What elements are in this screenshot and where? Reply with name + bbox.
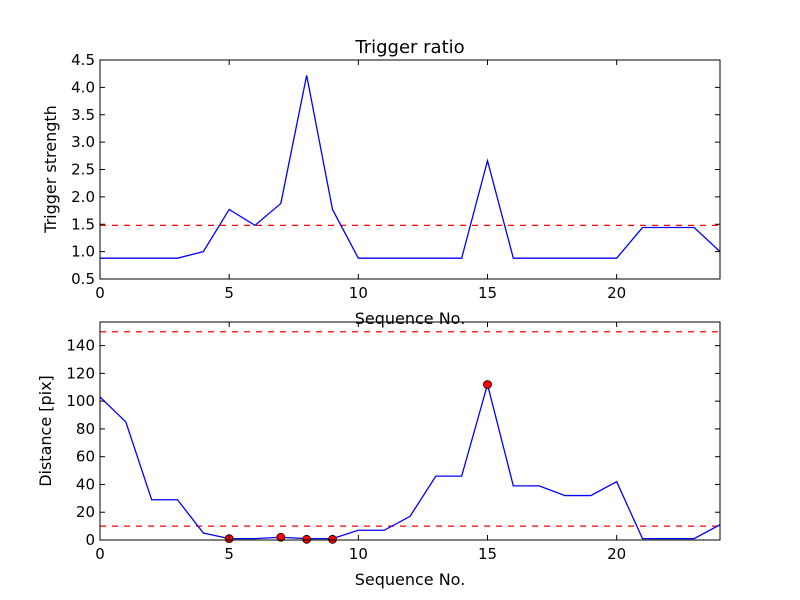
y-tick-label: 3.0 (71, 133, 95, 151)
y-tick-label: 80 (76, 420, 95, 438)
x-tick-label: 15 (478, 284, 497, 302)
y-tick-label: 0.5 (71, 270, 95, 288)
data-point-marker (302, 534, 312, 544)
y-tick-label: 100 (66, 392, 95, 410)
y-axis-label: Trigger strength (41, 105, 60, 234)
y-axis-label: Distance [pix] (36, 375, 55, 487)
panel-distance: Sequence No. Distance [pix] 0 5 10 15 20 0 20 4… (36, 321, 721, 589)
x-tick-label: 10 (349, 284, 368, 302)
series-line (100, 381, 720, 540)
data-layer (100, 331, 720, 540)
x-tick-label: 0 (95, 284, 105, 302)
x-axis-label: Sequence No. (355, 309, 466, 328)
x-tick-label: 0 (95, 545, 105, 563)
plot-area: 0 5 10 15 20 0 20 40 60 80 100 120 140 (66, 321, 721, 563)
y-tick-label: 60 (76, 448, 95, 466)
y-tick-label: 2.5 (71, 161, 95, 179)
data-layer (100, 75, 720, 259)
data-point-marker (328, 534, 337, 544)
x-tick-label: 5 (224, 284, 234, 302)
x-tick-label: 10 (349, 545, 368, 563)
plot-area: 0 5 10 15 20 0.5 1.0 1.5 2.0 2.5 3.0 3.5 4.0 4.5 (71, 51, 721, 302)
y-tick-label: 140 (66, 337, 95, 355)
axes-frame (99, 321, 721, 541)
x-axis-label: Sequence No. (355, 570, 466, 589)
x-tick-label: 5 (224, 545, 234, 563)
y-tick-label: 40 (76, 475, 95, 493)
data-point-marker (483, 380, 492, 389)
y-tick-label: 120 (66, 364, 95, 382)
x-tick-label: 20 (607, 545, 626, 563)
x-tick-label: 20 (607, 284, 626, 302)
y-tick-label: 2.0 (71, 188, 95, 206)
y-tick-label: 1.5 (71, 215, 95, 233)
y-tick-label: 20 (76, 503, 95, 521)
y-tick-label: 4.0 (71, 78, 95, 96)
data-point-marker (276, 532, 286, 542)
y-tick-label: 4.5 (71, 51, 95, 69)
y-tick-label: 0 (85, 531, 95, 549)
y-tick-label: 1.0 (71, 243, 95, 261)
chart-title: Trigger ratio (354, 37, 464, 58)
x-tick-label: 15 (478, 545, 497, 563)
y-tick-label: 3.5 (71, 106, 95, 124)
panel-trigger-ratio: Trigger ratio Sequence No. Trigger stren… (41, 37, 721, 328)
series-line (100, 75, 720, 259)
